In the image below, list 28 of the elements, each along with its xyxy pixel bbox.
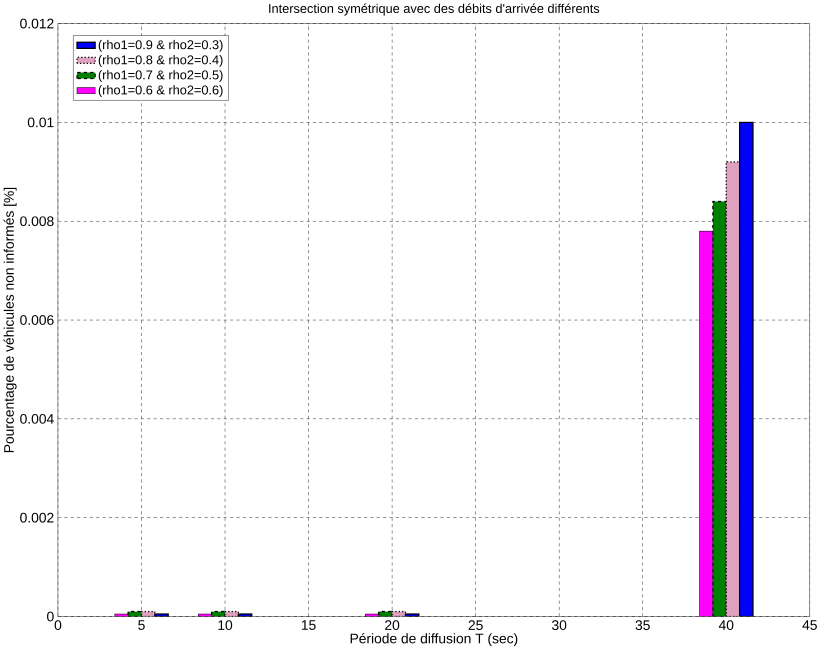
x-tick-label: 40 [718,620,734,630]
legend-label: (rho1=0.9 & rho2=0.3) [98,40,223,52]
bar [392,612,406,617]
x-tick-label: 10 [218,620,232,630]
x-axis-title: Période de diffusion T (sec) [350,633,518,646]
x-tick-label: 35 [636,620,650,630]
bar [738,122,754,617]
legend-label: (rho1=0.6 & rho2=0.6) [98,85,223,98]
x-tick-label: 20 [385,620,400,630]
y-tick-label: 0.012 [20,18,54,29]
y-tick-label: 0.004 [20,414,54,424]
legend-label: (rho1=0.8 & rho2=0.4) [98,55,223,68]
x-tick-label: 45 [802,620,817,630]
y-axis-title: Pourcentage de véhicules non informés [%] [4,188,17,452]
y-tick-label: 0.006 [20,315,54,326]
x-tick-label: 30 [552,620,566,630]
x-tick-label: 5 [138,620,145,630]
y-tick-label: 0.002 [20,512,54,523]
x-tick-label: 0 [54,620,62,630]
y-tick-label: 0.01 [28,118,54,128]
y-tick-label: 0.008 [20,216,54,226]
legend-label: (rho1=0.7 & rho2=0.5) [98,70,223,82]
bar [712,200,727,617]
x-tick-label: 15 [302,620,316,630]
chart-title: Intersection symétrique avec des débits d'arrivée différents [269,4,600,16]
bar [726,161,740,617]
x-tick-label: 25 [468,620,483,630]
y-tick-label: 0 [47,612,54,622]
